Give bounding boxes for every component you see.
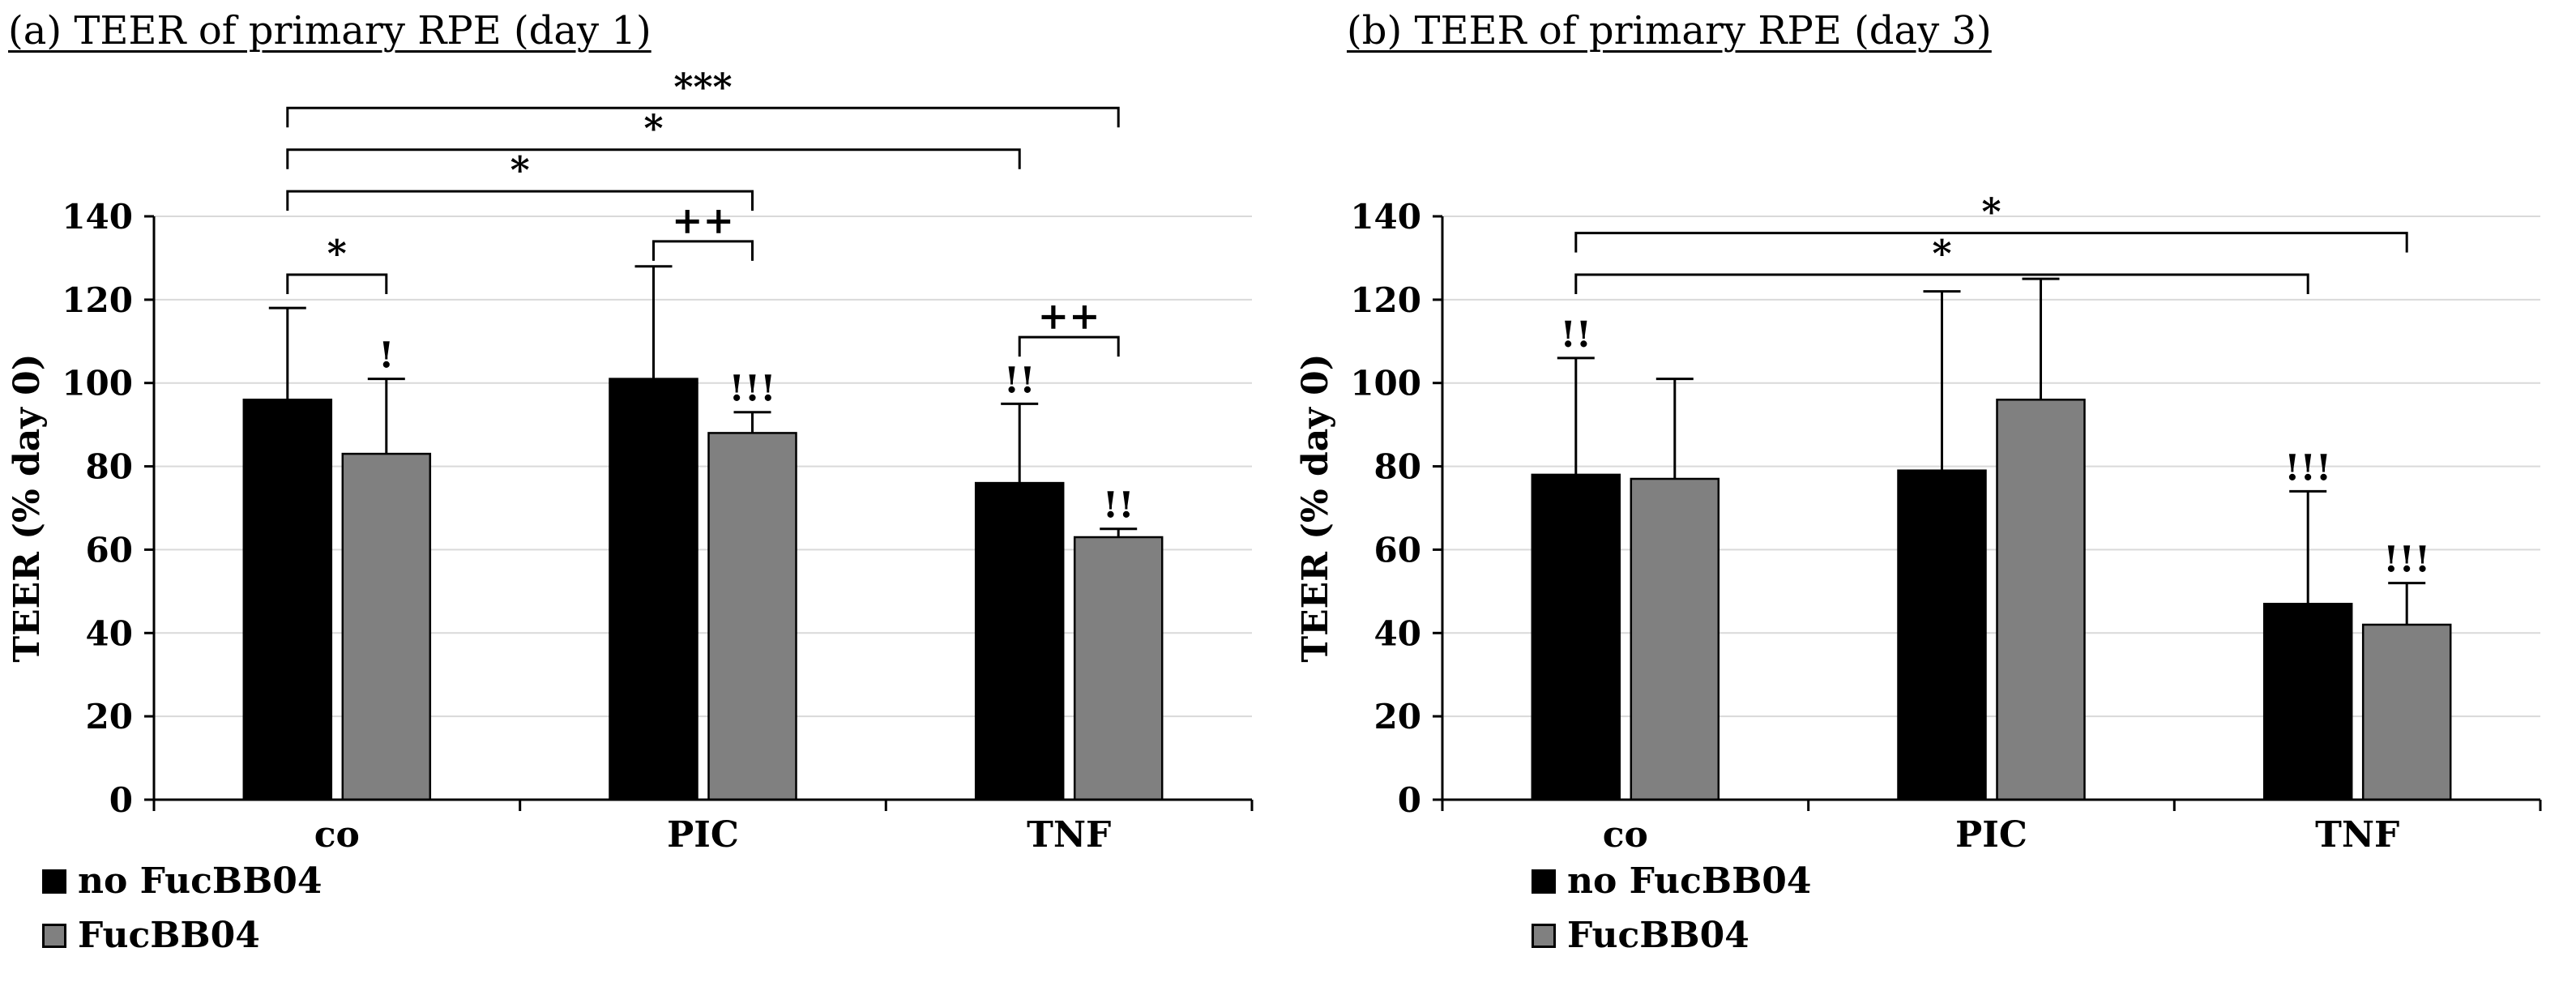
category-label: PIC — [667, 814, 739, 856]
y-tick-label: 100 — [1350, 364, 1421, 403]
y-tick-label: 80 — [86, 447, 133, 487]
legend-label-no-fucbb04: no FucBB04 — [1567, 860, 1812, 902]
sig-bracket — [1018, 335, 1120, 357]
bar-chart: !!!!!!!! 0 20 40 60 80 100 120 140 co PIC TNF TEER (… — [6, 65, 1254, 856]
y-tick-label: 0 — [1398, 780, 1421, 820]
bar-co-gray — [341, 452, 432, 801]
chart-b-title: (b) TEER of primary RPE (day 3) — [1347, 8, 1992, 53]
sig-label: * — [1932, 232, 1951, 275]
category-label: co — [314, 814, 360, 856]
sig-bracket — [1574, 273, 2309, 294]
bar-annotation: !!! — [2383, 540, 2430, 581]
y-axis-title: TEER (% day 0) — [6, 353, 48, 662]
legend-item-fucbb04: FucBB04 — [1532, 915, 2576, 956]
bar-TNF-black — [2262, 603, 2353, 801]
chart-a-plot: !!!!!!!! 0 20 40 60 80 100 120 140 co PIC TNF TEER (… — [0, 58, 1280, 860]
category-label: co — [1603, 814, 1648, 856]
bar-co-gray — [1630, 477, 1720, 801]
legend-item-no-fucbb04: no FucBB04 — [1532, 860, 2576, 902]
y-tick-label: 0 — [109, 780, 133, 820]
bar-TNF-black — [974, 481, 1065, 801]
bar-co-black — [242, 399, 333, 801]
chart-a-legend: no FucBB04 FucBB04 — [42, 860, 1288, 956]
y-tick-label: 40 — [86, 613, 133, 653]
sig-bracket — [286, 190, 754, 211]
sig-bracket — [286, 273, 388, 294]
bar-annotation: !! — [1103, 485, 1134, 527]
bar-chart: !!!!!!!! 0 20 40 60 80 100 120 140 co PIC TNF TEER (… — [1295, 190, 2542, 856]
chart-b-legend: no FucBB04 FucBB04 — [1532, 860, 2576, 956]
chart-b-plot: !!!!!!!! 0 20 40 60 80 100 120 140 co PIC TNF TEER (… — [1288, 58, 2569, 860]
sig-label: ++ — [1038, 294, 1100, 338]
bar-annotation: !! — [1560, 314, 1591, 356]
sig-label: ++ — [672, 199, 734, 242]
y-tick-label: 40 — [1374, 613, 1421, 653]
legend-swatch-black-icon — [1532, 869, 1556, 894]
chart-a-title: (a) TEER of primary RPE (day 1) — [8, 8, 651, 53]
y-tick-label: 120 — [62, 280, 133, 320]
bar-PIC-black — [609, 378, 698, 801]
category-label: PIC — [1955, 814, 2027, 856]
bar-annotation: ! — [378, 335, 394, 377]
legend-item-fucbb04: FucBB04 — [42, 915, 1288, 956]
y-tick-label: 60 — [1374, 530, 1421, 570]
y-tick-label: 80 — [1374, 447, 1421, 487]
legend-label-fucbb04: FucBB04 — [1567, 915, 1749, 956]
bar-PIC-black — [1897, 469, 1987, 801]
sig-label: * — [1981, 190, 2001, 234]
sig-bracket — [286, 148, 1021, 169]
y-tick-label: 20 — [1374, 697, 1421, 736]
bar-annotation: !! — [1004, 360, 1036, 401]
y-tick-label: 20 — [86, 697, 133, 736]
y-tick-label: 140 — [62, 197, 133, 237]
legend-swatch-gray-icon — [42, 923, 66, 948]
bar-TNF-gray — [1073, 536, 1164, 801]
category-label: TNF — [2315, 814, 2399, 856]
y-tick-label: 140 — [1350, 197, 1421, 237]
y-tick-label: 120 — [1350, 280, 1421, 320]
legend-label-no-fucbb04: no FucBB04 — [78, 860, 323, 902]
sig-bracket — [1574, 232, 2408, 253]
bar-co-black — [1531, 473, 1621, 801]
sig-label: * — [511, 148, 530, 192]
sig-bracket — [286, 106, 1120, 128]
chart-panel-a: (a) TEER of primary RPE (day 1) !!!!!!!!… — [0, 8, 1288, 956]
legend-swatch-black-icon — [42, 869, 66, 894]
bar-annotation: !!! — [2284, 447, 2331, 489]
sig-label: * — [327, 232, 347, 275]
category-label: TNF — [1027, 814, 1111, 856]
chart-panel-b: (b) TEER of primary RPE (day 3) !!!!!!!!… — [1288, 0, 2576, 999]
legend-swatch-gray-icon — [1532, 923, 1556, 948]
legend-item-no-fucbb04: no FucBB04 — [42, 860, 1288, 902]
bar-PIC-gray — [707, 432, 797, 801]
bar-annotation: !!! — [729, 369, 776, 410]
bar-TNF-gray — [2361, 623, 2452, 801]
y-tick-label: 100 — [62, 364, 133, 403]
y-axis-title: TEER (% day 0) — [1295, 353, 1336, 662]
sig-bracket — [652, 240, 754, 261]
bar-PIC-gray — [1996, 399, 2086, 801]
sig-label: *** — [673, 65, 732, 109]
sig-label: * — [643, 107, 663, 151]
legend-label-fucbb04: FucBB04 — [78, 915, 260, 956]
y-tick-label: 60 — [86, 530, 133, 570]
